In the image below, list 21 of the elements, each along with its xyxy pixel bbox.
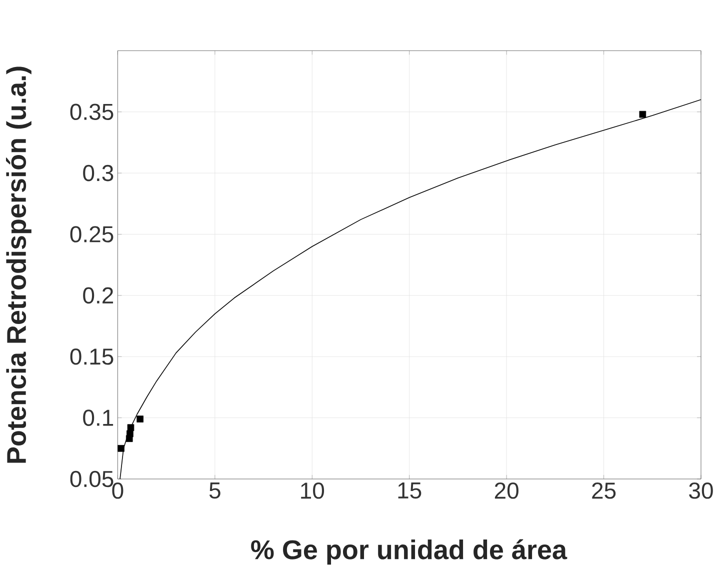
point xyxy=(126,430,134,438)
point xyxy=(118,445,124,452)
y-tick-label: 0.2 xyxy=(83,287,114,304)
x-tick-label: 25 xyxy=(592,482,616,499)
x-tick-label: 20 xyxy=(494,482,518,499)
x-tick-label: 10 xyxy=(301,482,324,499)
x-tick-label: 15 xyxy=(398,482,422,499)
x-tick-label: 30 xyxy=(689,482,713,499)
x-tick-label: 5 xyxy=(209,482,220,499)
point xyxy=(127,424,134,431)
y-tick-label: 0.25 xyxy=(70,226,114,242)
point xyxy=(639,110,646,118)
y-axis-title: Potencia Retrodispersión (u.a.) xyxy=(6,66,32,463)
y-tick-label: 0.1 xyxy=(83,410,114,426)
x-axis-title: % Ge por unidad de área xyxy=(251,539,568,565)
x-tick-label: 0 xyxy=(112,482,124,499)
y-tick-label: 0.35 xyxy=(70,104,114,120)
y-tick-label: 0.05 xyxy=(70,470,114,488)
point xyxy=(136,416,144,422)
y-tick-label: 0.15 xyxy=(70,348,114,365)
y-tick-label: 0.3 xyxy=(83,164,114,182)
